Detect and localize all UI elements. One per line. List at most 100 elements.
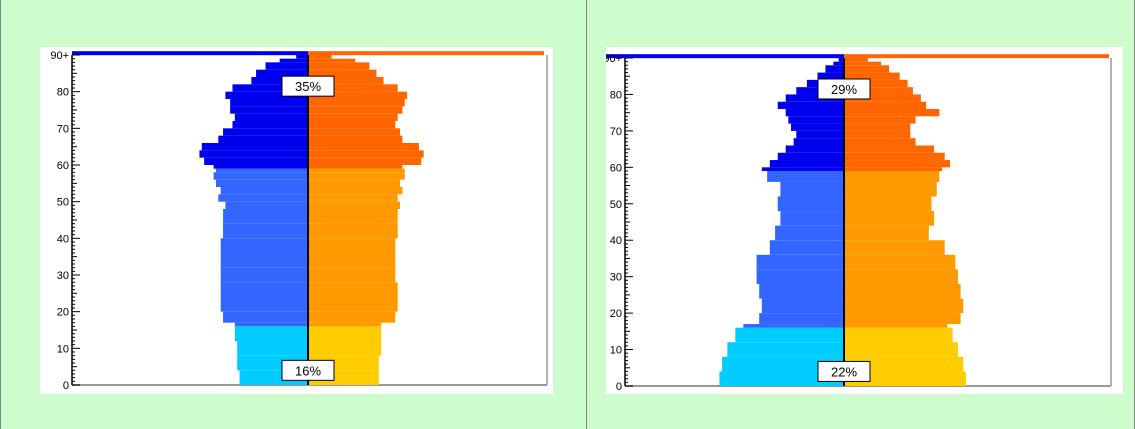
- male-bar-age-36: [220, 238, 308, 253]
- male-bar-age-78: [785, 94, 844, 102]
- male-bar-age-20: [761, 298, 844, 314]
- male-bar-age-72: [234, 113, 308, 121]
- male-bar-age-84: [817, 72, 844, 80]
- male-bar-age-60: [769, 160, 844, 168]
- female-bar-age-78: [844, 94, 921, 102]
- female-bar-age-24: [308, 282, 398, 297]
- female-bar-age-48: [844, 196, 932, 212]
- male-bar-age-24: [759, 283, 844, 299]
- top-share-box: [281, 75, 335, 97]
- female-bar-age-48: [308, 201, 401, 209]
- male-bar-age-20: [220, 297, 308, 312]
- female-bar-age-52: [844, 181, 937, 197]
- population-pyramid-right: 0 10 20 30 40 50 60 70 80 90+ 29% 22%: [579, 53, 1112, 393]
- y-tick-label: 10: [610, 345, 622, 357]
- male-bar-age-80: [232, 84, 308, 92]
- female-bar-age-20: [308, 297, 398, 312]
- female-bar-age-50: [308, 194, 398, 202]
- male-bar-age-66: [218, 135, 308, 143]
- female-bar-age-76: [308, 99, 405, 107]
- female-bar-age-56: [844, 170, 940, 182]
- male-bar-age-74: [230, 106, 308, 114]
- chart-box-left: 0 10 20 30 40 50 60 70 80 90+ 35% 16%: [40, 47, 553, 394]
- female-bar-age-89: [308, 55, 332, 59]
- male-bar-age-89: [838, 58, 844, 62]
- female-bar-age-68: [308, 128, 401, 136]
- female-bar-age-68: [844, 130, 911, 139]
- male-bar-age-88: [833, 61, 844, 66]
- y-tick-label: 20: [610, 308, 622, 320]
- y-tick-label: 20: [57, 307, 69, 319]
- y-tick-label: 30: [610, 272, 622, 284]
- female-bar-age-70: [308, 121, 396, 129]
- y-tick-label: 40: [57, 233, 69, 245]
- male-bar-age-44: [780, 211, 844, 226]
- y-tick-label: 90+: [50, 50, 69, 62]
- male-bar-age-76: [777, 101, 844, 110]
- female-bar-age-89: [844, 58, 868, 62]
- bottom-share-box: [281, 359, 335, 381]
- female-bar-age-56: [308, 172, 405, 180]
- male-bar-age-28: [756, 269, 844, 284]
- female-bar-age-32: [844, 254, 956, 270]
- female-bar-age-40: [308, 223, 398, 239]
- female-bar-age-17: [308, 311, 396, 323]
- bottom-share-label: 22%: [831, 364, 857, 379]
- male-bar-age-59: [213, 165, 308, 169]
- male-bar-age-62: [199, 150, 308, 158]
- bottom-share-label: 16%: [295, 363, 321, 378]
- female-bar-age-82: [308, 77, 384, 85]
- female-bar-age-90: [308, 51, 544, 56]
- female-bar-age-59: [308, 165, 403, 169]
- population-pyramid-left: 0 10 20 30 40 50 60 70 80 90+ 35% 16%: [50, 50, 548, 392]
- y-tick-label: 70: [610, 126, 622, 138]
- y-tick-label: 60: [57, 160, 69, 172]
- male-bar-age-12: [735, 327, 844, 343]
- bottom-share-box: [817, 360, 871, 382]
- male-bar-age-70: [791, 123, 844, 131]
- female-bar-age-78: [308, 91, 408, 99]
- female-bar-age-88: [308, 58, 356, 63]
- female-bar-age-64: [308, 143, 419, 151]
- male-bar-age-72: [788, 116, 844, 124]
- male-bar-age-56: [213, 172, 308, 180]
- male-bar-age-24: [220, 282, 308, 297]
- male-bar-age-48: [777, 196, 844, 212]
- male-bar-age-62: [777, 152, 844, 161]
- female-bar-age-88: [844, 61, 882, 66]
- top-share-label: 29%: [831, 82, 857, 97]
- female-bar-age-86: [844, 65, 890, 73]
- male-bar-age-74: [785, 109, 844, 117]
- y-tick-label: 90+: [606, 53, 622, 65]
- male-bar-age-90: [579, 54, 844, 59]
- male-bar-age-89: [296, 55, 308, 59]
- male-bar-age-17: [759, 313, 844, 325]
- male-bar-age-32: [756, 254, 844, 270]
- female-bar-age-60: [308, 157, 422, 165]
- female-bar-age-58: [308, 168, 405, 173]
- female-bar-age-28: [844, 269, 958, 284]
- female-bar-age-80: [308, 84, 398, 92]
- male-bar-age-0: [719, 371, 844, 386]
- y-tick-label: 60: [610, 162, 622, 174]
- y-tick-label: 0: [616, 381, 622, 393]
- female-bar-age-36: [308, 238, 396, 253]
- male-bar-age-48: [225, 201, 308, 209]
- male-bar-age-59: [761, 167, 844, 171]
- male-bar-age-68: [223, 128, 308, 136]
- male-bar-age-86: [825, 65, 844, 73]
- male-bar-age-44: [223, 209, 308, 224]
- female-bar-age-72: [308, 113, 398, 121]
- male-bar-age-52: [780, 181, 844, 197]
- female-bar-age-66: [308, 135, 403, 143]
- top-share-label: 35%: [295, 79, 321, 94]
- female-bar-age-24: [844, 283, 961, 299]
- female-bar-age-8: [844, 342, 958, 357]
- male-bar-age-17: [223, 311, 308, 323]
- male-bar-age-60: [204, 157, 308, 165]
- female-bar-age-52: [308, 187, 403, 195]
- female-bar-age-74: [844, 109, 940, 117]
- female-bar-age-44: [844, 211, 935, 226]
- male-bar-age-58: [215, 168, 308, 173]
- male-bar-age-90: [72, 51, 308, 56]
